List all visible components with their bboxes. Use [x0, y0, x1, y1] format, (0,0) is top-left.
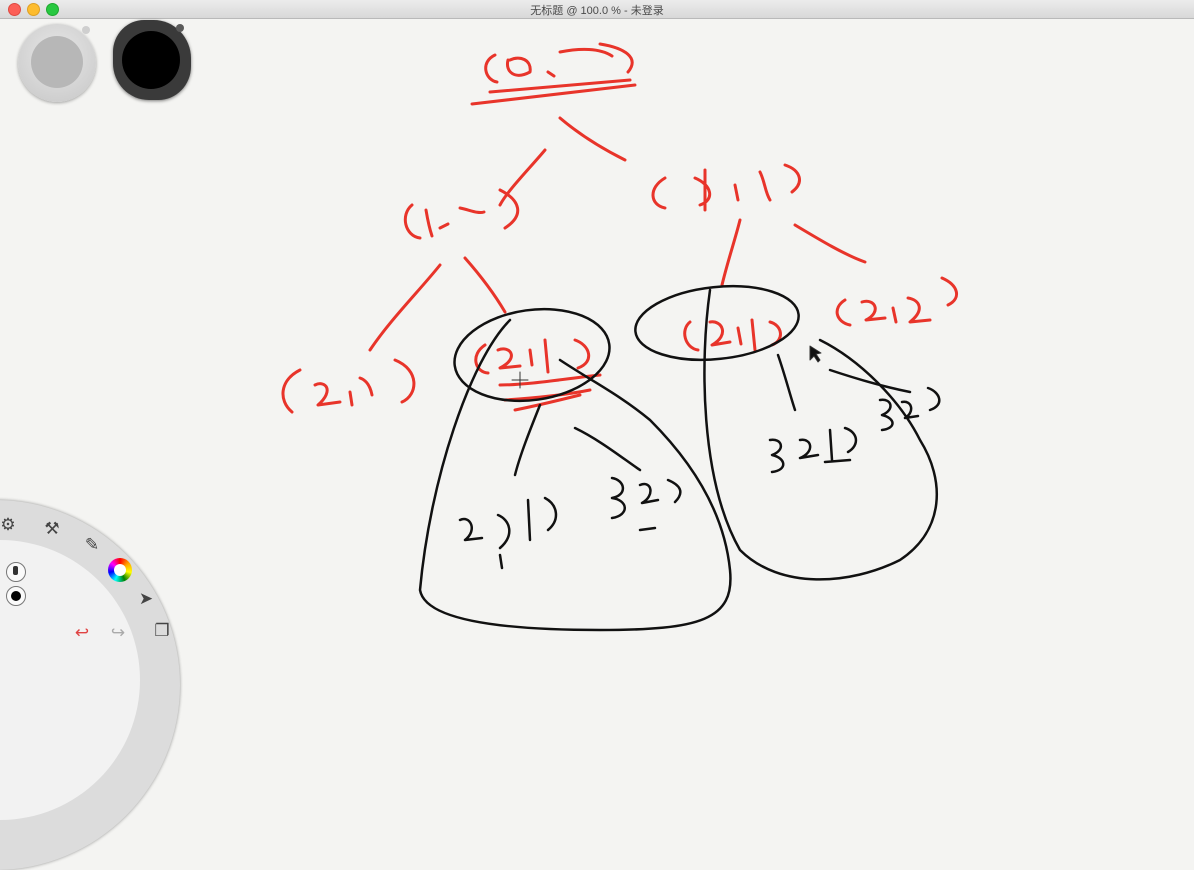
root-branch-stroke [500, 118, 625, 205]
redo-icon[interactable]: ↪ [106, 622, 130, 644]
red-tree-strokes [283, 44, 957, 412]
select-icon[interactable]: ➤ [134, 588, 158, 610]
node-0-1-stroke [653, 165, 799, 210]
root-underline-stroke [472, 80, 635, 104]
node-2-1-right-stroke [685, 320, 781, 350]
pointer-cursor-icon [810, 346, 821, 362]
color-wheel-icon[interactable] [108, 558, 132, 582]
copy-icon[interactable]: ❐ [150, 620, 174, 642]
node-3-1-right-stroke [770, 428, 856, 472]
blob-left-group [420, 320, 730, 630]
brush-icon[interactable]: ✎ [80, 534, 104, 556]
node-3-2-left-stroke [612, 478, 680, 530]
node-1-0-stroke [405, 190, 517, 238]
node-0-1-branch-stroke [722, 220, 865, 285]
cursor-marks [512, 346, 821, 388]
node-2-2-stroke [837, 278, 956, 325]
node-1-0-branch-stroke [370, 258, 505, 350]
root-node-stroke [486, 44, 633, 82]
drawing-canvas[interactable] [0, 0, 1194, 640]
black-annotation-strokes [420, 279, 939, 630]
node-3-1-left-stroke [460, 498, 556, 568]
gear-icon[interactable]: ⚙ [0, 514, 20, 536]
node-2-0-stroke [283, 360, 414, 412]
brush-size-dot-icon[interactable] [6, 586, 26, 606]
left-branch-lines [515, 405, 640, 475]
brush-size-small-icon[interactable] [6, 562, 26, 582]
hammer-icon[interactable]: ⚒ [40, 518, 64, 540]
undo-icon[interactable]: ↩ [70, 622, 94, 644]
